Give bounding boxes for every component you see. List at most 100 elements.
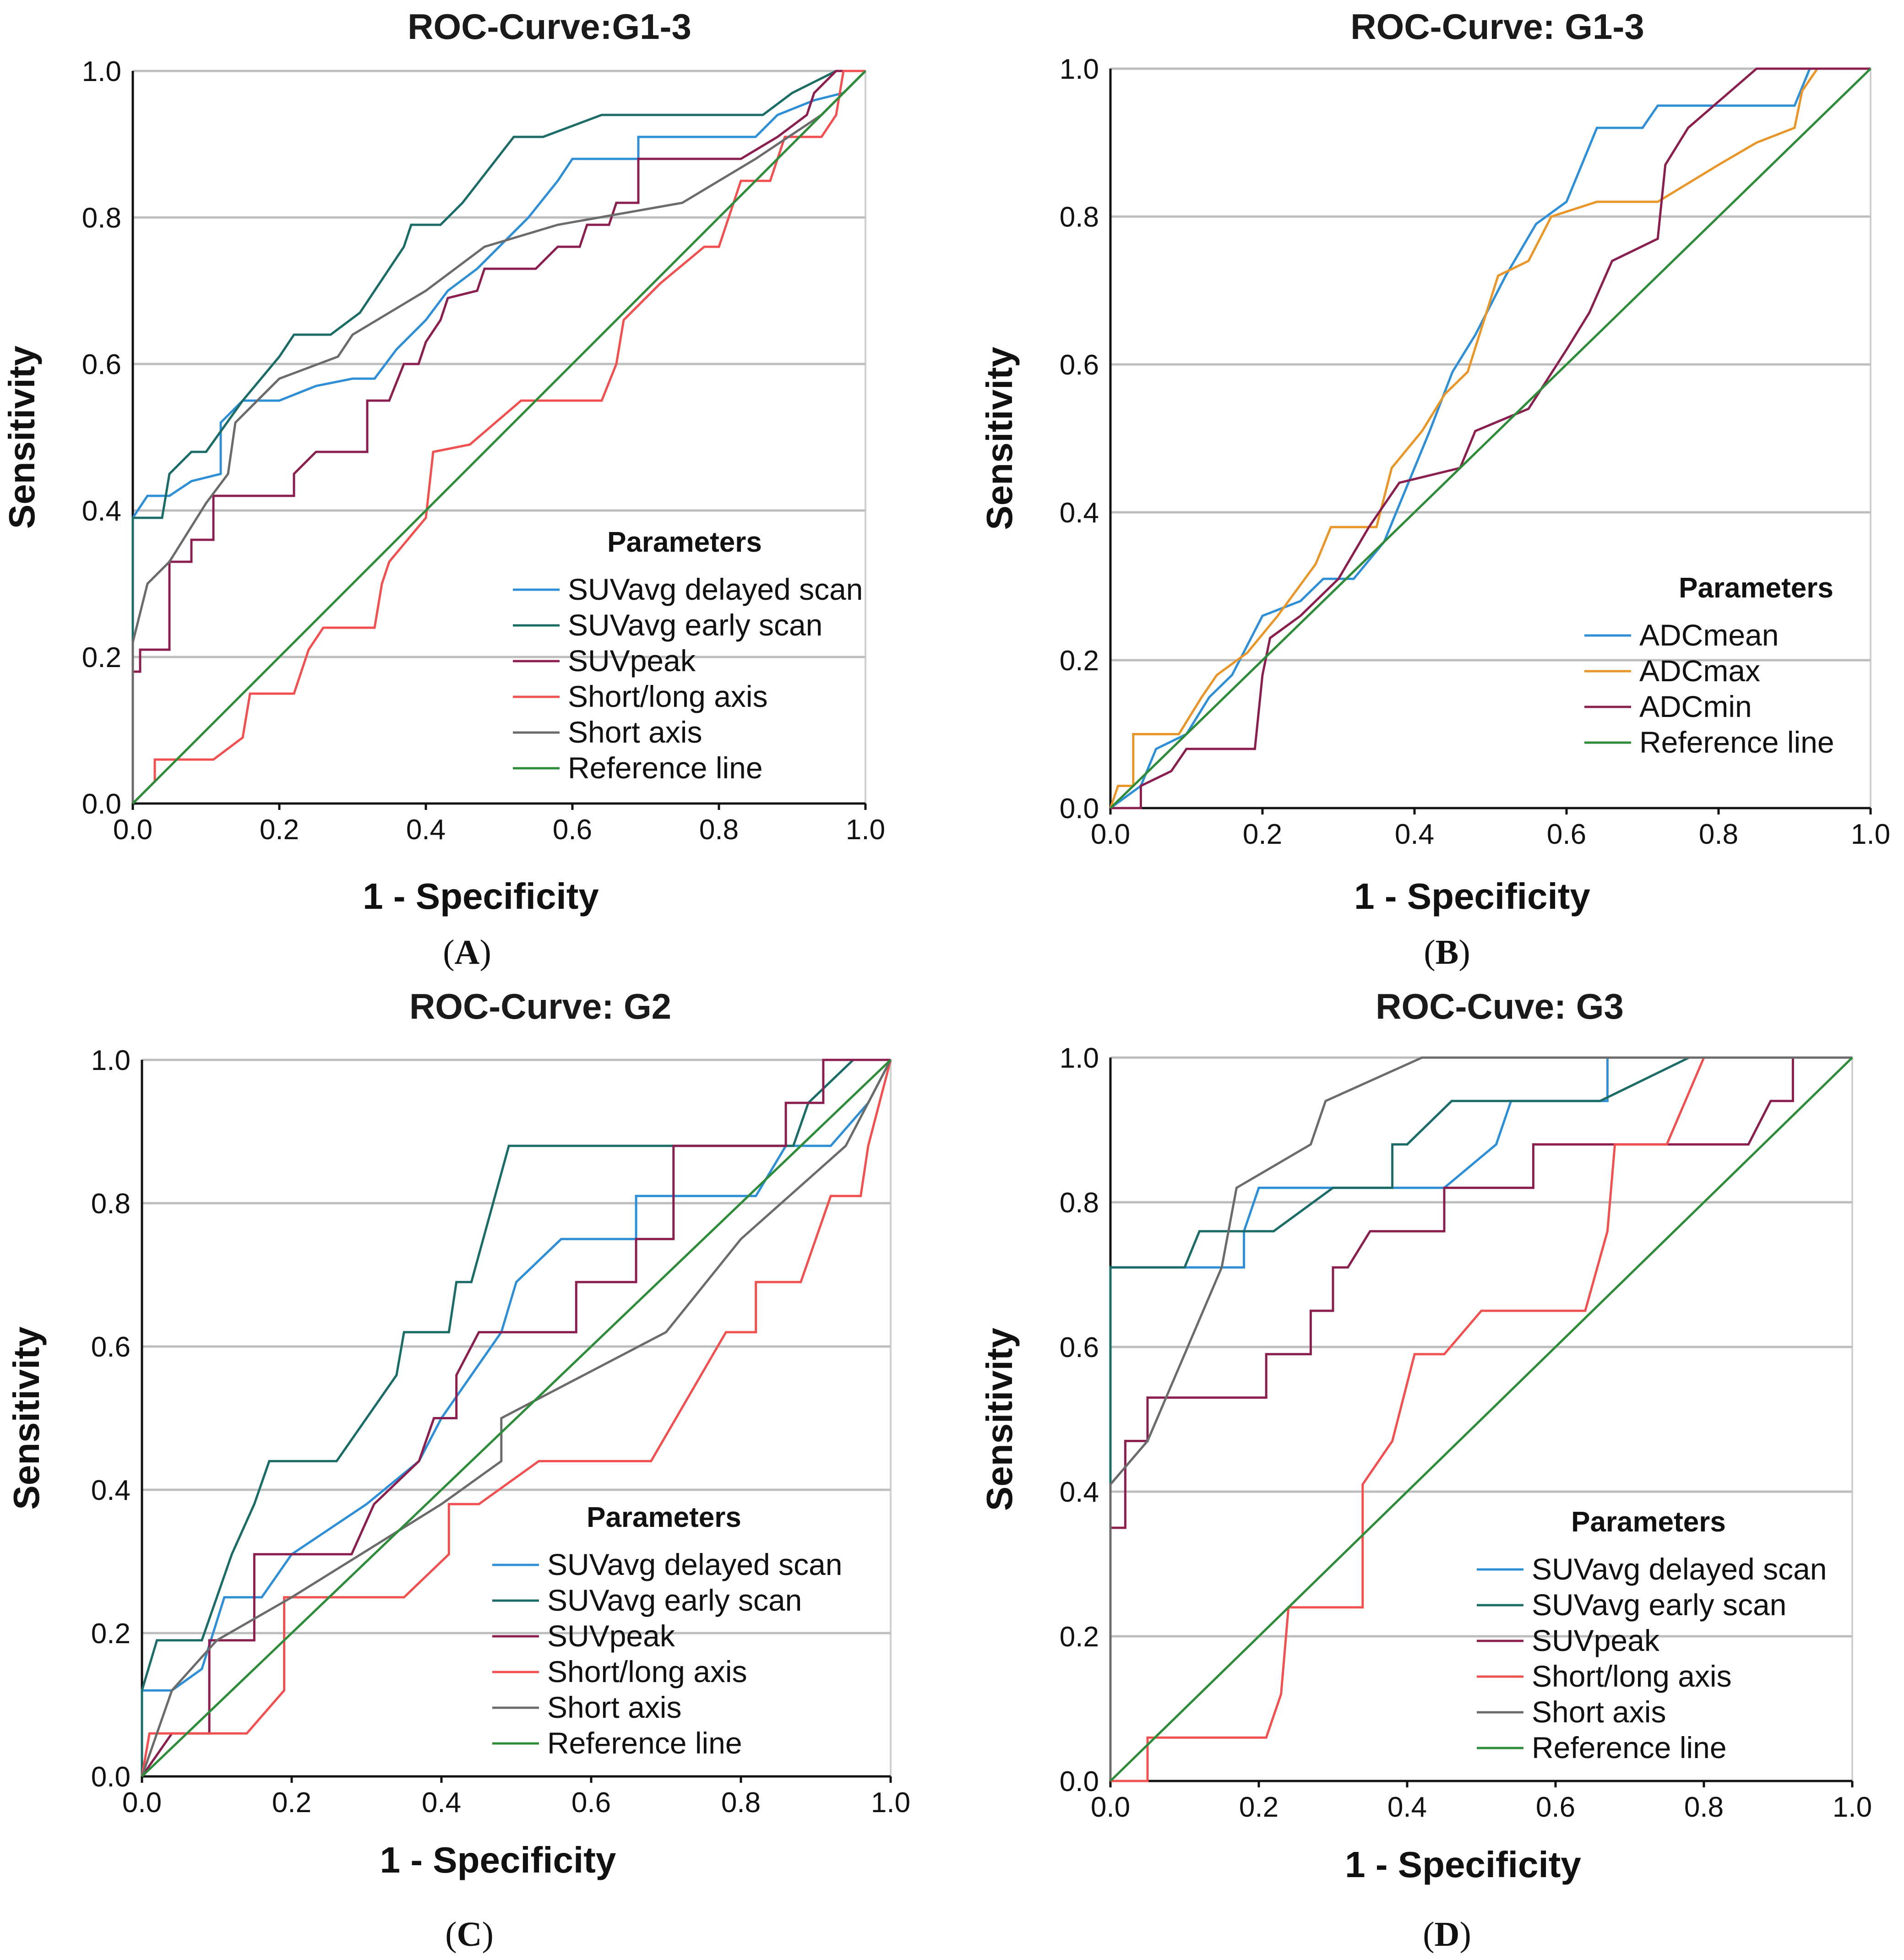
legend-label: Short axis [547,1690,681,1724]
panel-caption: (A) [443,933,491,972]
y-tick-label: 0.6 [1060,1332,1099,1363]
y-tick-label: 0.4 [82,495,121,527]
y-tick-label: 0.4 [1060,497,1099,529]
roc-curve-adcmin [1110,67,1871,809]
chart-title: ROC-Curve: G2 [409,986,671,1026]
panel-caption: (C) [445,1915,494,1954]
x-tick-label: 1.0 [1833,1792,1872,1823]
y-tick-label: 0.2 [91,1618,131,1650]
x-tick-label: 0.8 [699,814,739,846]
y-axis-title: Sensitivity [1,345,42,529]
legend-label: SUVavg early scan [1532,1588,1786,1622]
roc-panel-a: 0.0 0.2 0.4 0.6 0.8 1.0 0.0 0.2 0.4 0.6 0.8 1.0 ROC-… [1,6,885,972]
legend-title: Parameters [1679,572,1833,604]
x-tick-label: 0.0 [122,1787,162,1819]
x-tick-label: 0.0 [113,814,152,846]
x-tick-label: 0.6 [1536,1792,1575,1823]
y-axis-title: Sensitivity [979,1327,1020,1511]
panel-caption-letter: A [455,933,480,972]
y-tick-label: 1.0 [1060,1042,1099,1074]
roc-curve-suvpeak [1109,1056,1852,1781]
roc-panel-b: 0.0 0.2 0.4 0.6 0.8 1.0 0.0 0.2 0.4 0.6 0.8 1.0 ROC-… [979,6,1890,972]
roc-curve-short-long-axis [1110,1056,1852,1782]
x-tick-label: 0.6 [1547,819,1586,850]
x-axis-title: 1 - Specificity [1345,1844,1581,1885]
y-tick-label: 0.8 [1060,201,1099,233]
roc-panel-d: 0.0 0.2 0.4 0.6 0.8 1.0 0.0 0.2 0.4 0.6 0.8 1.0 ROC-… [979,986,1872,1954]
x-tick-label: 0.4 [406,814,446,846]
legend-label: SUVpeak [568,644,696,678]
x-axis-title: 1 - Specificity [1354,876,1590,917]
x-axis-title: 1 - Specificity [380,1840,616,1880]
legend-label: Short axis [1532,1695,1666,1729]
y-tick-label: 0.0 [1060,1766,1099,1797]
y-tick-label: 0.2 [82,642,121,673]
x-tick-label: 0.8 [721,1787,761,1819]
y-tick-label: 0.6 [1060,349,1099,381]
legend-label: Short/long axis [547,1655,747,1689]
x-tick-label: 0.4 [422,1787,461,1819]
roc-curve-suvavg-delayed-scan [131,70,866,804]
legend-label: SUVpeak [1532,1623,1660,1657]
y-tick-label: 1.0 [82,56,121,87]
legend-label: SUVavg early scan [568,608,822,642]
chart-title: ROC-Curve:G1-3 [408,6,691,47]
roc-curve-short-axis [1109,1056,1852,1781]
x-tick-label: 1.0 [871,1787,910,1819]
x-tick-label: 0.4 [1387,1792,1427,1823]
roc-panel-c: 0.0 0.2 0.4 0.6 0.8 1.0 0.0 0.2 0.4 0.6 0.8 1.0 ROC-… [6,986,910,1954]
y-tick-label: 1.0 [1060,54,1099,85]
legend-label: Short axis [568,715,702,749]
legend-label: Reference line [547,1726,742,1760]
chart-title: ROC-Curve: G1-3 [1350,6,1644,47]
panel-caption: (D) [1423,1915,1471,1954]
x-tick-label: 0.6 [553,814,592,846]
x-tick-label: 0.2 [1239,1792,1278,1823]
x-tick-label: 0.2 [1243,819,1282,850]
y-tick-label: 0.6 [91,1331,131,1363]
roc-curve-suvpeak [131,70,865,804]
legend-label: SUVavg delayed scan [568,572,863,606]
y-tick-label: 0.6 [82,349,121,380]
roc-curve-short-long-axis [132,70,865,804]
x-tick-label: 0.0 [1091,819,1130,850]
panel-caption-letter: D [1435,1915,1460,1954]
legend-label: Reference line [568,751,763,785]
roc-curve-suvavg-early-scan [131,70,865,804]
x-tick-label: 1.0 [1851,819,1890,850]
x-tick-label: 0.4 [1395,819,1434,850]
legend-label: SUVavg early scan [547,1583,802,1617]
roc-curve-adcmax [1109,67,1871,809]
y-tick-label: 0.4 [1060,1477,1099,1508]
legend-label: ADCmean [1639,618,1779,652]
x-tick-label: 1.0 [846,814,885,846]
x-tick-label: 0.8 [1699,819,1738,850]
roc-curve-suvpeak [141,1059,891,1777]
y-tick-label: 0.8 [91,1188,131,1220]
panel-caption-letter: B [1436,933,1459,972]
roc-curve-short-long-axis [141,1059,892,1777]
x-tick-label: 0.2 [260,814,299,846]
legend-label: Reference line [1639,725,1834,759]
x-tick-label: 0.0 [1091,1792,1130,1823]
roc-curve-suvavg-early-scan [141,1059,891,1776]
panel-caption: (B) [1424,933,1470,972]
legend-title: Parameters [587,1502,741,1533]
x-axis-title: 1 - Specificity [363,876,599,917]
roc-curve-reference-line [132,70,866,804]
y-tick-label: 0.2 [1060,645,1099,677]
roc-curve-suvavg-early-scan [1109,1056,1852,1781]
legend-label: SUVpeak [547,1619,675,1653]
legend-label: ADCmin [1639,690,1752,723]
y-tick-label: 1.0 [91,1045,131,1076]
x-tick-label: 0.6 [571,1787,611,1819]
legend-label: ADCmax [1639,654,1760,688]
y-tick-label: 0.8 [82,202,121,234]
roc-curve-short-axis [131,70,866,804]
legend-title: Parameters [1571,1506,1726,1538]
